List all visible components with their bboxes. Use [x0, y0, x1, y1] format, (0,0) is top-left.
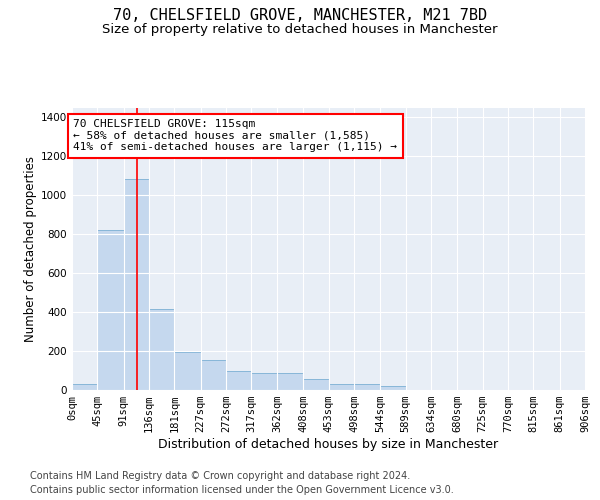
Y-axis label: Number of detached properties: Number of detached properties	[24, 156, 37, 342]
Bar	[251, 374, 277, 390]
Text: 70 CHELSFIELD GROVE: 115sqm
← 58% of detached houses are smaller (1,585)
41% of : 70 CHELSFIELD GROVE: 115sqm ← 58% of det…	[73, 119, 397, 152]
X-axis label: Distribution of detached houses by size in Manchester: Distribution of detached houses by size …	[158, 438, 499, 451]
Text: Contains HM Land Registry data © Crown copyright and database right 2024.: Contains HM Land Registry data © Crown c…	[30, 471, 410, 481]
Bar	[124, 178, 149, 390]
Bar	[175, 352, 200, 390]
Bar	[329, 384, 354, 390]
Bar	[97, 230, 124, 390]
Text: Contains public sector information licensed under the Open Government Licence v3: Contains public sector information licen…	[30, 485, 454, 495]
Bar	[277, 374, 303, 390]
Bar	[149, 309, 175, 390]
Bar	[354, 384, 380, 390]
Text: 70, CHELSFIELD GROVE, MANCHESTER, M21 7BD: 70, CHELSFIELD GROVE, MANCHESTER, M21 7B…	[113, 8, 487, 22]
Bar	[200, 360, 226, 390]
Bar	[303, 380, 329, 390]
Text: Size of property relative to detached houses in Manchester: Size of property relative to detached ho…	[102, 22, 498, 36]
Bar	[72, 384, 97, 390]
Bar	[380, 386, 406, 390]
Bar	[226, 370, 251, 390]
